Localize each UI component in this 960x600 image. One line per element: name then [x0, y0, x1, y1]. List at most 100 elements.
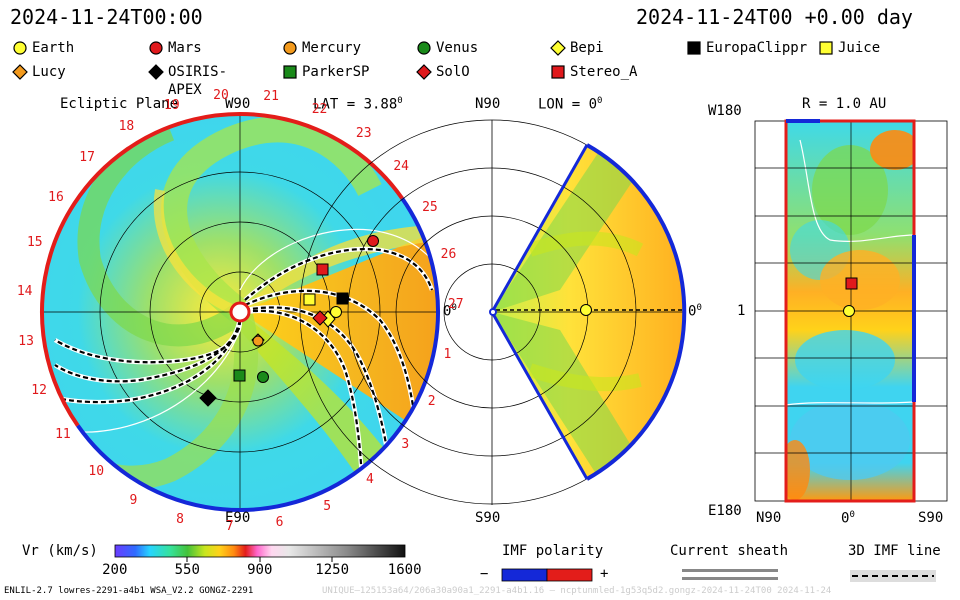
- carrington-number: 19: [164, 97, 180, 113]
- colorbar-gradient: [114, 544, 406, 558]
- footer-left: ENLIL-2.7 lowres-2291-a4b1 WSA_V2.2 GONG…: [4, 586, 254, 596]
- synoptic-x-left: N90: [756, 510, 782, 526]
- carrington-number: 15: [26, 235, 43, 251]
- carrington-number: 1: [443, 346, 452, 362]
- current-sheath-swatch: [682, 569, 778, 580]
- spiral-arm-1: [161, 116, 382, 323]
- carrington-number: 25: [422, 200, 438, 216]
- mars-marker: [367, 235, 379, 247]
- colorbar-tick-label: 900: [247, 562, 273, 578]
- carrington-number: 18: [118, 119, 135, 135]
- europaclipper-marker: [336, 292, 349, 305]
- carrington-number: 21: [263, 89, 279, 105]
- colorbar-label: Vr (km/s): [22, 543, 98, 559]
- legend-label: Bepi: [570, 40, 604, 56]
- synoptic-stereoa-marker: [845, 277, 858, 290]
- mercury-marker: [252, 335, 264, 347]
- carrington-number: 16: [48, 189, 64, 205]
- carrington-number: 6: [275, 514, 284, 530]
- spiral-arm-core: [153, 189, 242, 317]
- carrington-number: 5: [323, 498, 332, 514]
- carrington-number: 13: [18, 334, 34, 350]
- legend-label: OSIRIS-APEX: [168, 64, 228, 98]
- footer-right: UNIQUE—125153a64/206a30a90a1_2291-a4b1.1…: [322, 586, 832, 596]
- legend-label: ParkerSP: [302, 64, 370, 80]
- synoptic-x-right: S90: [918, 510, 944, 526]
- legend-label: EuropaClippr: [706, 40, 808, 56]
- legend-label: Juice: [838, 40, 881, 56]
- europaclipper-legend-marker: [687, 41, 701, 55]
- imf-line-swatch: [850, 570, 936, 582]
- legend-label: Lucy: [32, 64, 66, 80]
- carrington-number: 10: [88, 464, 105, 480]
- ecliptic-right-label: 00: [443, 303, 457, 320]
- imf-polarity-bar: [501, 568, 593, 582]
- meridional-earth-marker: [580, 304, 592, 316]
- sun-marker: [229, 301, 251, 323]
- solo-marker: [312, 310, 328, 326]
- legend-label: SolO: [436, 64, 470, 80]
- ecliptic-lat-label: LAT = 3.880: [313, 96, 403, 113]
- mercury-legend-marker: [283, 41, 297, 55]
- legend-label: Earth: [32, 40, 75, 56]
- carrington-number: 8: [176, 511, 184, 527]
- current-sheath-1: [239, 228, 438, 291]
- ecliptic-markers: [199, 235, 379, 407]
- legend-label: Stereo_A: [570, 64, 638, 80]
- carrington-number: 27: [447, 296, 464, 312]
- synoptic-top-left: W180: [708, 103, 742, 119]
- colorbar-tick-label: 200: [102, 562, 128, 578]
- carrington-number: 9: [129, 493, 138, 509]
- colorbar-tick-label: 1600: [387, 562, 422, 578]
- earth-marker: [330, 306, 342, 318]
- solo-legend-marker: [416, 64, 432, 80]
- time-right: 2024-11-24T00 +0.00 day: [636, 5, 913, 29]
- imf-lines: [47, 248, 434, 481]
- polarity-rim-positive: [40, 112, 404, 427]
- bepi-legend-marker: [550, 40, 566, 56]
- mars-legend-marker: [149, 41, 163, 55]
- ecliptic-panel: [40, 112, 440, 512]
- carrington-number: 26: [440, 247, 457, 263]
- synoptic-r-label: R = 1.0 AU: [802, 96, 887, 112]
- carrington-number: 4: [365, 472, 374, 488]
- meridional-rim: [586, 143, 687, 481]
- carrington-number: 24: [393, 159, 409, 175]
- imf-line-label: 3D IMF line: [848, 543, 941, 559]
- synoptic-mid-left: 1: [737, 303, 746, 319]
- carrington-number: 22: [311, 102, 328, 118]
- ecliptic-title: Ecliptic Plane: [60, 96, 179, 112]
- carrington-number: 20: [213, 87, 229, 103]
- stereoa-marker: [316, 263, 329, 276]
- colorbar-tick-label: 1250: [315, 562, 350, 578]
- carrington-number: 14: [16, 284, 33, 300]
- synoptic-earth-marker: [843, 305, 855, 317]
- ecliptic-bottom-label: E90: [225, 510, 251, 526]
- osiris-legend-marker: [148, 64, 164, 80]
- imf-polarity-minus: −: [480, 566, 489, 582]
- venus-legend-marker: [417, 41, 431, 55]
- current-sheath-label: Current sheath: [670, 543, 789, 559]
- carrington-number: 11: [55, 426, 71, 442]
- synoptic-x-mid: 00: [841, 510, 855, 527]
- carrington-number: 23: [355, 126, 372, 142]
- carrington-number: 12: [31, 382, 47, 398]
- meridional-right-label: 00: [688, 303, 702, 320]
- colorbar-tick-label: 550: [174, 562, 200, 578]
- imf-polarity-label: IMF polarity: [502, 543, 604, 559]
- earth-legend-marker: [13, 41, 27, 55]
- stereoa-legend-marker: [551, 65, 565, 79]
- parker-legend-marker: [283, 65, 297, 79]
- imf-polarity-plus: +: [600, 566, 609, 582]
- venus-marker: [257, 371, 269, 383]
- polarity-rim-negative: [76, 197, 440, 512]
- carrington-number: 2: [427, 394, 436, 410]
- juice-legend-marker: [819, 41, 833, 55]
- carrington-number: 7: [225, 518, 234, 534]
- colorbar: [114, 544, 406, 562]
- legend-label: Mercury: [302, 40, 362, 56]
- parker-marker: [233, 369, 246, 382]
- synoptic-panel: [754, 119, 948, 503]
- meridional-lon-label: LON = 00: [538, 96, 603, 113]
